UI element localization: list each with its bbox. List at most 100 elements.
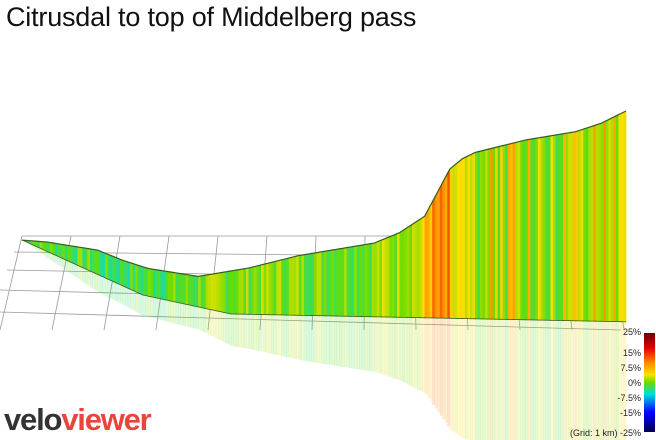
reflection-segment: [384, 317, 388, 376]
profile-segment: [271, 261, 275, 315]
reflection-segment: [152, 297, 156, 319]
reflection-segment: [190, 305, 194, 328]
reflection-segment: [281, 314, 285, 357]
profile-segment: [449, 166, 453, 319]
profile-segment: [452, 164, 456, 319]
reflection-segment: [522, 319, 526, 440]
profile-segment: [165, 271, 169, 301]
reflection-segment: [618, 321, 622, 440]
reflection-segment: [570, 320, 574, 440]
reflection-segment: [610, 321, 614, 440]
profile-segment: [371, 243, 375, 317]
profile-segment: [115, 257, 119, 284]
reflection-segment: [391, 317, 395, 379]
profile-segment: [444, 173, 448, 319]
reflection-segment: [381, 316, 385, 375]
profile-segment: [185, 274, 189, 305]
profile-segment: [296, 255, 300, 316]
reflection-segment: [469, 318, 473, 440]
profile-segment: [618, 113, 622, 322]
profile-segment: [263, 263, 267, 315]
profile-segment: [261, 264, 264, 315]
profile-segment: [379, 239, 383, 317]
reflection-segment: [97, 274, 101, 293]
profile-segment: [193, 275, 197, 307]
scale-label-neg7-5: -7.5%: [617, 393, 641, 403]
reflection-segment: [396, 317, 400, 380]
profile-segment: [34, 241, 38, 247]
reflection-segment: [329, 315, 332, 365]
profile-segment: [298, 255, 302, 316]
reflection-segment: [520, 319, 524, 440]
reflection-segment: [273, 314, 277, 355]
reflection-segment: [135, 291, 139, 312]
profile-segment: [485, 149, 488, 320]
reflection-segment: [530, 319, 534, 440]
profile-segment: [64, 244, 68, 261]
profile-segment: [610, 117, 614, 322]
reflection-segment: [366, 316, 370, 371]
reflection-segment: [344, 316, 348, 368]
profile-segment: [183, 274, 186, 305]
reflection-segment: [180, 303, 184, 326]
reflection-segment: [243, 314, 247, 349]
profile-segment: [92, 249, 96, 274]
profile-segment: [112, 256, 116, 283]
profile-segment: [120, 259, 124, 286]
profile-segment: [230, 270, 234, 314]
reflection-segment: [32, 244, 35, 248]
reflection-segment: [256, 314, 259, 351]
profile-segment: [84, 248, 88, 270]
grid-line-v-2: [103, 235, 121, 331]
reflection-segment: [132, 290, 136, 311]
profile-segment: [303, 254, 307, 316]
reflection-segment: [507, 319, 511, 440]
profile-segment: [215, 273, 219, 312]
profile-segment: [266, 263, 270, 315]
profile-segment: [620, 112, 624, 322]
profile-segment: [507, 143, 511, 320]
profile-segment: [369, 243, 373, 317]
profile-segment: [469, 153, 473, 319]
profile-segment: [326, 250, 330, 316]
profile-segment: [72, 246, 76, 265]
profile-segment: [467, 154, 471, 319]
reflection-segment: [210, 309, 214, 337]
profile-segment: [462, 157, 466, 319]
reflection-segment: [510, 319, 514, 440]
profile-segment: [454, 162, 458, 319]
profile-segment: [354, 245, 358, 317]
reflection-segment: [487, 319, 491, 440]
profile-segment: [359, 245, 363, 317]
profile-segment: [59, 244, 63, 259]
profile-segment: [422, 216, 426, 318]
profile-segment: [578, 130, 582, 321]
profile-segment: [520, 140, 524, 320]
reflection-segment: [434, 318, 438, 409]
profile-segment: [590, 125, 594, 322]
profile-segment: [568, 132, 572, 321]
reflection-segment: [266, 314, 270, 353]
profile-segment: [417, 219, 421, 318]
reflection-segment: [296, 315, 300, 360]
reflection-segment: [188, 304, 192, 328]
profile-segment: [374, 242, 378, 317]
profile-segment: [238, 269, 242, 315]
reflection-segment: [193, 305, 197, 329]
reflection-segment: [349, 316, 353, 369]
reflection-segment: [167, 300, 171, 323]
reflection-segment: [205, 308, 209, 334]
grid-note: (Grid: 1 km) -25%: [569, 428, 641, 438]
profile-segment: [155, 269, 159, 299]
profile-segment: [281, 259, 285, 315]
reflection-segment: [57, 256, 61, 266]
profile-segment: [492, 147, 496, 320]
reflection-segment: [346, 316, 350, 368]
reflection-segment: [588, 321, 592, 440]
reflection-segment: [44, 250, 48, 257]
reflection-segment: [157, 298, 161, 320]
reflection-segment: [37, 246, 41, 252]
profile-segment: [487, 148, 491, 320]
reflection-segment: [261, 314, 264, 352]
reflection-segment: [374, 316, 378, 373]
